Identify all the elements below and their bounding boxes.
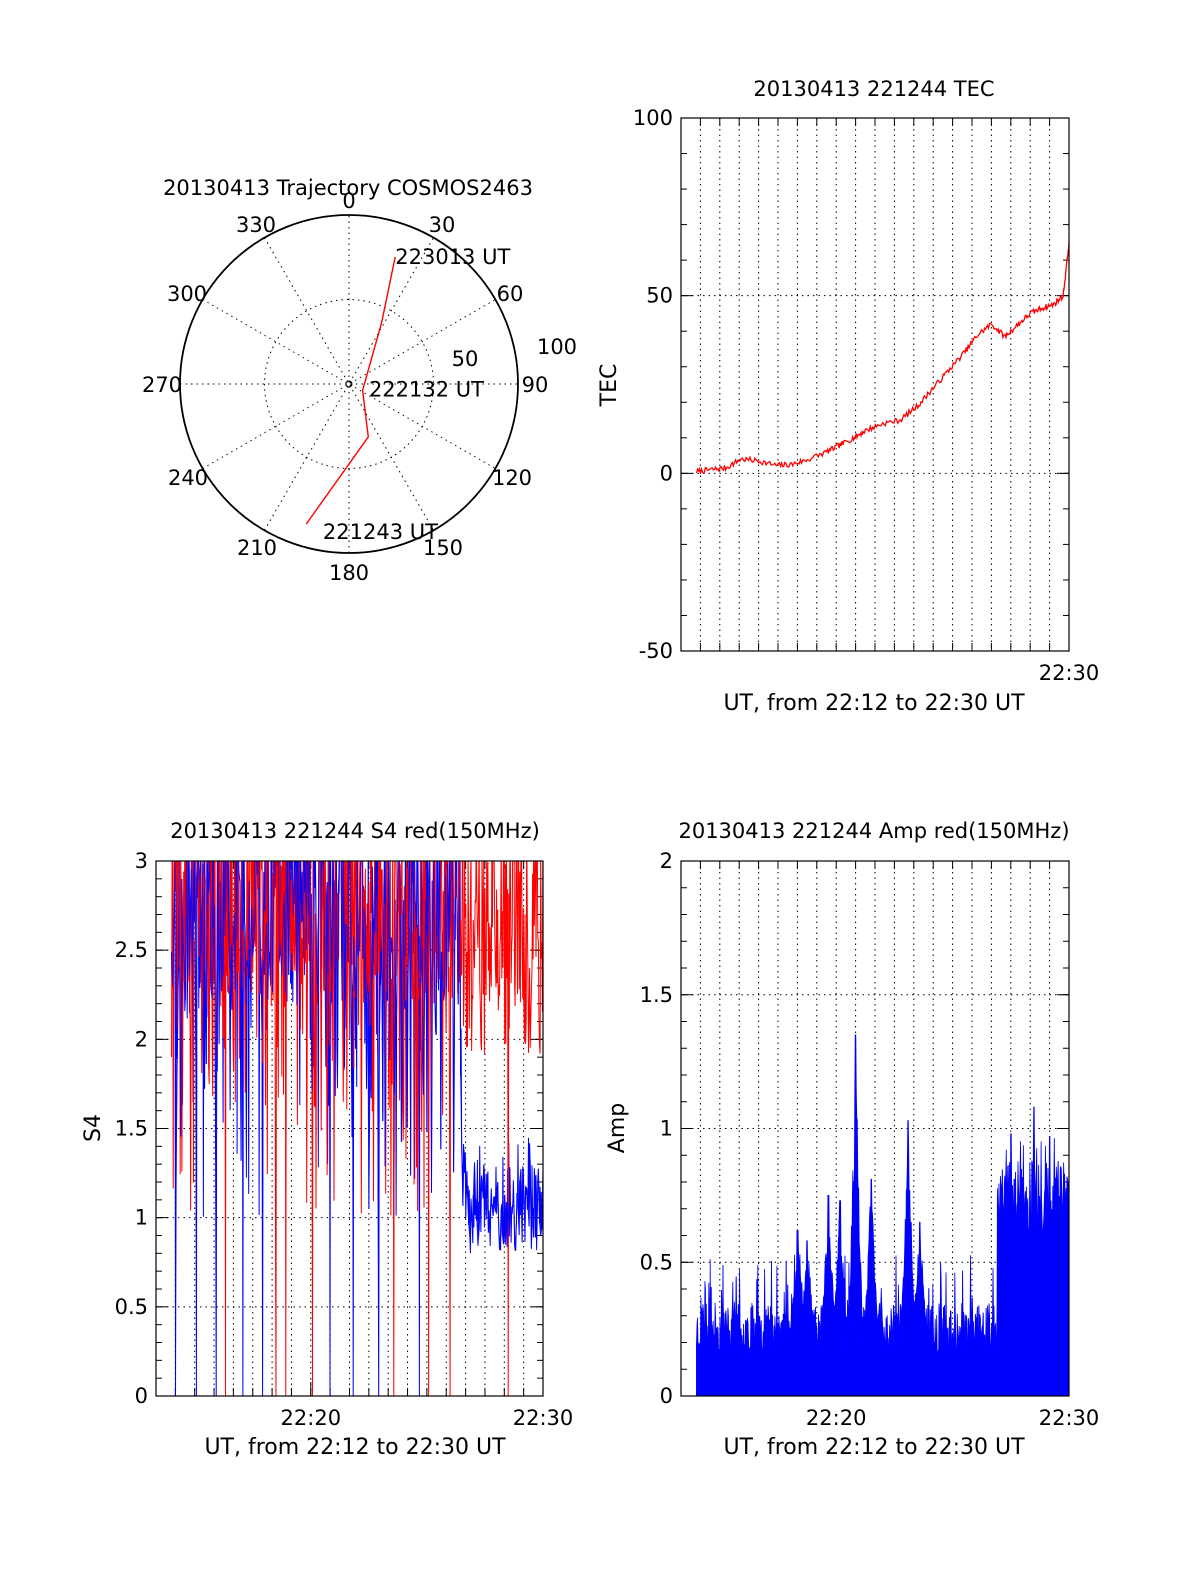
polar-azimuth-label: 120 [492,466,532,490]
polar-spoke [264,237,434,531]
amp-frame [680,860,1070,1397]
polar-azimuth-label: 60 [497,282,524,306]
tec-title: 20130413 221244 TEC [753,77,994,101]
tec-frame [680,117,1070,652]
tec-chart: 20130413 221244 TEC UT, from 22:12 to 22… [597,77,1099,716]
amp-ytick-label: 2 [660,849,673,873]
s4-ytick-label: 1.5 [115,1117,148,1141]
amp-title: 20130413 221244 Amp red(150MHz) [678,819,1069,843]
polar-radial-label: 50 [452,347,479,371]
polar-azimuth-label: 210 [237,536,277,560]
polar-radial-label: 100 [537,335,577,359]
tec-ytick-label: -50 [639,639,673,663]
polar-title: 20130413 Trajectory COSMOS2463 [163,176,533,200]
amp-xtick-label: 22:20 [806,1406,867,1430]
s4-ytick-label: 0 [135,1384,148,1408]
s4-ytick-label: 2.5 [115,938,148,962]
polar-spoke [202,299,496,469]
tec-ytick-label: 0 [660,461,673,485]
amp-series-spikes [696,1034,1069,1396]
polar-azimuth-label: 270 [142,373,182,397]
polar-time-annotation: 221243 UT [323,520,438,544]
s4-ytick-label: 3 [135,849,148,873]
amp-ytick-label: 0.5 [640,1250,673,1274]
s4-xtick-label: 22:30 [513,1406,574,1430]
amp-ylabel: Amp [605,1103,630,1153]
s4-title: 20130413 221244 S4 red(150MHz) [170,819,540,843]
s4-ytick-label: 2 [135,1027,148,1051]
polar-azimuth-label: 240 [168,466,208,490]
tec-ylabel: TEC [597,364,622,408]
polar-azimuth-label: 30 [429,213,456,237]
polar-trajectory-line [305,256,396,525]
polar-azimuth-label: 180 [329,561,369,585]
s4-xlabel: UT, from 22:12 to 22:30 UT [204,1435,506,1460]
polar-azimuth-label: 0 [342,189,355,213]
polar-azimuth-label: 330 [236,213,276,237]
s4-xtick-label: 22:20 [281,1406,342,1430]
amp-xlabel: UT, from 22:12 to 22:30 UT [723,1435,1025,1460]
s4-series-blue-overlay [171,861,543,1250]
s4-series-red [171,861,543,1396]
tec-xtick-label: 22:30 [1039,661,1100,685]
amp-ytick-label: 0 [660,1384,673,1408]
tec-xlabel: UT, from 22:12 to 22:30 UT [723,691,1025,716]
polar-time-annotation: 222132 UT [369,377,484,401]
polar-trajectory-chart: 20130413 Trajectory COSMOS2463 0 30 60 90 12… [142,176,577,585]
polar-azimuth-label: 90 [522,373,549,397]
amp-ytick-label: 1 [660,1117,673,1141]
s4-ytick-label: 0.5 [115,1295,148,1319]
s4-chart: 20130413 221244 S4 red(150MHz) UT, from … [81,819,574,1460]
polar-azimuth-label: 150 [423,536,463,560]
amp-ytick-label: 1.5 [640,983,673,1007]
polar-azimuth-label: 300 [167,282,207,306]
polar-spoke [202,299,496,469]
s4-ytick-label: 1 [135,1206,148,1230]
s4-frame [155,860,544,1397]
s4-ylabel: S4 [81,1114,106,1142]
tec-ytick-label: 50 [646,284,673,308]
tec-series-line [695,242,1070,474]
tec-ytick-label: 100 [633,106,673,130]
polar-spoke [264,237,434,531]
polar-time-annotation: 223013 UT [395,245,510,269]
amp-chart: 20130413 221244 Amp red(150MHz) UT, from… [605,819,1099,1460]
amp-xtick-label: 22:30 [1039,1406,1100,1430]
